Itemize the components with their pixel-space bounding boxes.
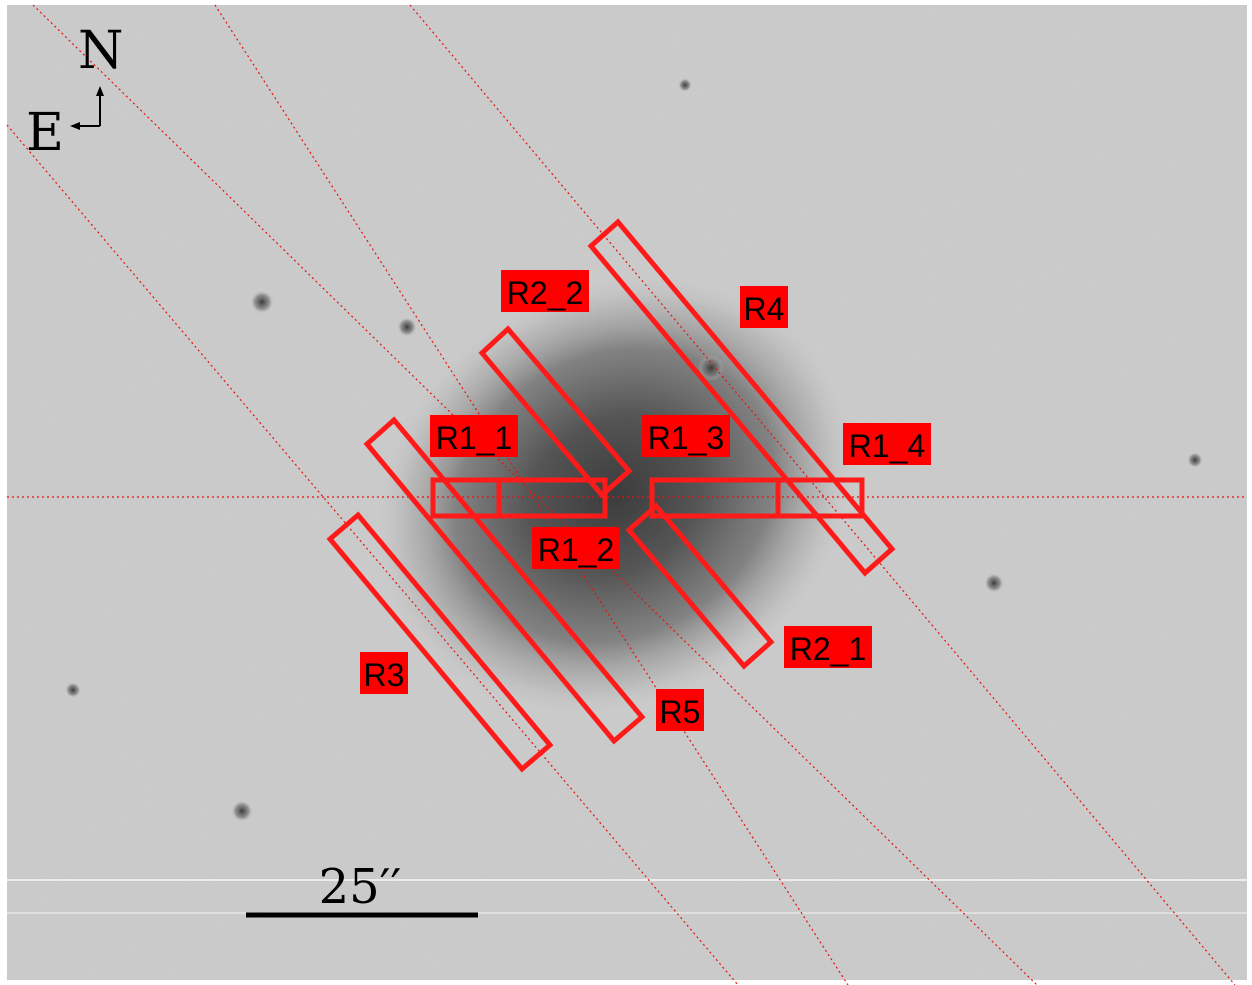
region-label-r1-1: R1_1	[430, 415, 518, 457]
region-label-text: R2_2	[507, 275, 584, 311]
compass-north-label: N	[78, 21, 124, 81]
galaxy-glow	[369, 269, 861, 721]
region-label-bg	[501, 270, 589, 312]
field-star	[250, 290, 274, 314]
region-label-r2-2: R2_2	[501, 270, 589, 312]
region-label-text: R5	[660, 694, 701, 730]
region-boxes	[326, 218, 896, 773]
scale-bar: 25′′	[246, 859, 478, 918]
region-label-bg	[784, 626, 872, 668]
region-label-text: R1_4	[849, 428, 926, 464]
region-label-r1-4: R1_4	[843, 423, 931, 465]
region-label-r1-3: R1_3	[642, 415, 730, 457]
region-label-text: R1_1	[436, 420, 513, 456]
scale-bar-label: 25′′	[319, 859, 402, 915]
arrowhead-icon	[70, 122, 80, 130]
slit-guide-line	[6, 124, 739, 985]
region-label-bg	[430, 415, 518, 457]
region-label-r1-2: R1_2	[532, 527, 620, 569]
region-box-r5	[363, 416, 646, 745]
field-star	[397, 317, 417, 337]
region-label-r4: R4	[740, 286, 788, 328]
region-label-r2-1: R2_1	[784, 626, 872, 668]
region-box-r1-2	[496, 477, 608, 519]
field-star	[1187, 452, 1203, 468]
slit-guide-line	[32, 4, 1038, 985]
region-label-bg	[360, 652, 408, 694]
slit-guide-line	[409, 4, 1236, 985]
region-label-text: R3	[364, 657, 405, 693]
region-label-r3: R3	[360, 652, 408, 694]
region-label-bg	[843, 423, 931, 465]
field-star	[678, 78, 692, 92]
field-star	[231, 800, 253, 822]
field-star	[698, 355, 724, 381]
region-label-bg	[740, 286, 788, 328]
region-label-text: R1_3	[648, 420, 725, 456]
region-box-r2-2	[478, 325, 633, 499]
compass-east-label: E	[26, 103, 64, 163]
compass: N E	[26, 21, 124, 163]
region-box-r4	[587, 218, 896, 577]
region-label-r5: R5	[656, 689, 704, 731]
region-label-bg	[656, 689, 704, 731]
region-label-bg	[532, 527, 620, 569]
region-label-text: R1_2	[538, 532, 615, 568]
region-box-r3	[326, 511, 554, 773]
region-box-r2-1	[625, 502, 775, 670]
region-label-text: R2_1	[790, 631, 867, 667]
field-star	[65, 682, 81, 698]
region-label-bg	[642, 415, 730, 457]
region-box-r1-4	[775, 477, 865, 519]
field-star	[984, 573, 1004, 593]
arrowhead-icon	[96, 86, 104, 96]
region-label-text: R4	[744, 291, 785, 327]
slit-guides	[6, 4, 1247, 985]
